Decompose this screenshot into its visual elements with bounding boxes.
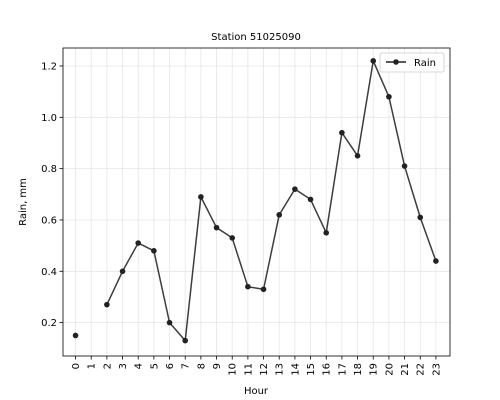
x-tick-label: 14: [290, 363, 301, 376]
x-tick-label: 0: [71, 363, 82, 369]
y-tick-label: 1.0: [41, 113, 57, 124]
data-point: [229, 235, 236, 241]
data-point: [323, 230, 330, 236]
data-point: [339, 129, 345, 136]
y-tick-label: 0.2: [41, 318, 57, 329]
data-point: [260, 286, 267, 293]
y-axis-label: Rain, mm: [18, 178, 29, 226]
y-tick-label: 0.4: [41, 267, 57, 278]
x-tick-label: 2: [102, 363, 113, 369]
y-tick-label: 0.8: [41, 164, 57, 175]
data-point: [151, 247, 157, 254]
x-tick-label: 20: [384, 363, 395, 376]
x-tick-label: 19: [369, 363, 380, 376]
y-tick-label: 0.6: [41, 215, 57, 226]
series-line-rain: [106, 60, 437, 342]
x-tick-label: 11: [243, 363, 254, 376]
x-tick-label: 1: [87, 363, 98, 369]
x-tick-label: 8: [196, 363, 207, 369]
x-tick-label: 21: [400, 363, 411, 376]
data-point: [245, 283, 251, 290]
y-tick-label: 1.2: [41, 61, 57, 72]
data-point: [119, 268, 126, 275]
x-tick-label: 23: [431, 363, 442, 376]
data-point: [276, 212, 283, 218]
x-tick-label: 13: [275, 363, 286, 376]
y-axis-ticks: 0.2 0.4 0.6 0.8 1.0 1.2: [41, 61, 63, 329]
data-point: [104, 301, 110, 308]
series-lines: [106, 60, 437, 342]
legend-box: [379, 52, 445, 73]
data-point: [213, 224, 220, 231]
data-point: [198, 194, 204, 200]
x-tick-label: 12: [259, 363, 270, 376]
data-point: [292, 186, 298, 192]
legend-label-rain: Rain: [414, 58, 436, 69]
x-tick-label: 10: [228, 363, 239, 376]
x-tick-label: 16: [322, 363, 333, 376]
data-point: [72, 332, 79, 339]
x-tick-label: 17: [337, 363, 348, 376]
x-tick-label: 5: [149, 363, 160, 369]
data-point: [135, 240, 142, 246]
data-point: [386, 93, 392, 100]
x-tick-label: 9: [212, 363, 223, 369]
data-point: [166, 319, 173, 326]
data-point: [354, 153, 361, 159]
data-point: [307, 196, 314, 203]
series-points: [72, 58, 439, 344]
legend-marker-swatch: [393, 59, 399, 65]
x-tick-label: 18: [353, 363, 364, 376]
x-axis-label: Hour: [244, 386, 269, 397]
x-tick-label: 15: [306, 363, 317, 376]
x-tick-label: 7: [181, 363, 192, 369]
x-axis-ticks: 0 1 2 3 4 5 6 7 8 9 10 11 12 13 14 15 16 17 18 19 20 21 22 23: [71, 356, 442, 376]
data-point: [401, 163, 408, 169]
data-point: [370, 58, 377, 64]
data-point: [433, 258, 439, 264]
x-tick-label: 3: [118, 363, 129, 369]
x-tick-label: 6: [165, 363, 176, 369]
x-tick-label: 4: [134, 363, 145, 369]
plot-frame: [62, 47, 451, 357]
chart-title: Station 51025090: [211, 32, 301, 43]
grid-lines: [63, 48, 450, 356]
data-point: [417, 214, 424, 221]
legend: Rain: [379, 52, 445, 73]
data-point: [182, 337, 189, 344]
x-tick-label: 22: [416, 363, 427, 376]
